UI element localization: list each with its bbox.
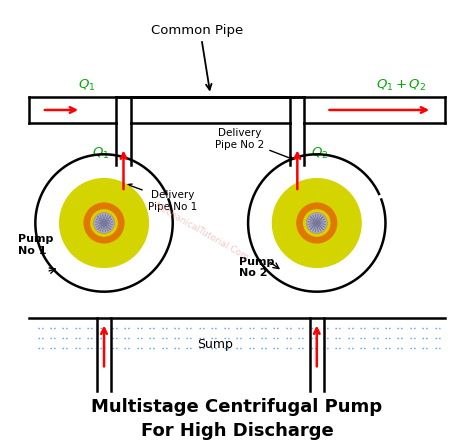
Text: For High Discharge: For High Discharge [141,422,333,440]
Text: Delivery
Pipe No 1: Delivery Pipe No 1 [128,184,197,212]
Text: Pump
No 2: Pump No 2 [239,256,274,278]
Circle shape [94,213,114,233]
Text: Pump
No 1: Pump No 1 [18,234,53,256]
Text: $Q_1+Q_2$: $Q_1+Q_2$ [376,78,426,93]
Text: Sump: Sump [197,339,233,351]
Circle shape [304,210,330,236]
Text: Delivery
Pipe No 2: Delivery Pipe No 2 [215,128,293,160]
Text: Multistage Centrifugal Pump: Multistage Centrifugal Pump [91,398,383,416]
Text: $Q_2$: $Q_2$ [311,145,328,161]
Text: $Q_1$: $Q_1$ [92,145,109,161]
Circle shape [307,213,327,233]
Circle shape [307,213,327,233]
Circle shape [60,179,148,267]
Text: $Q_1$: $Q_1$ [78,78,95,93]
Circle shape [91,210,117,236]
Circle shape [297,203,337,243]
Circle shape [94,213,114,233]
Text: MechanicalTutorial.Com: MechanicalTutorial.Com [153,201,250,263]
Bar [130,97,290,123]
Text: Common Pipe: Common Pipe [151,24,243,37]
Circle shape [84,203,124,243]
Circle shape [273,179,361,267]
